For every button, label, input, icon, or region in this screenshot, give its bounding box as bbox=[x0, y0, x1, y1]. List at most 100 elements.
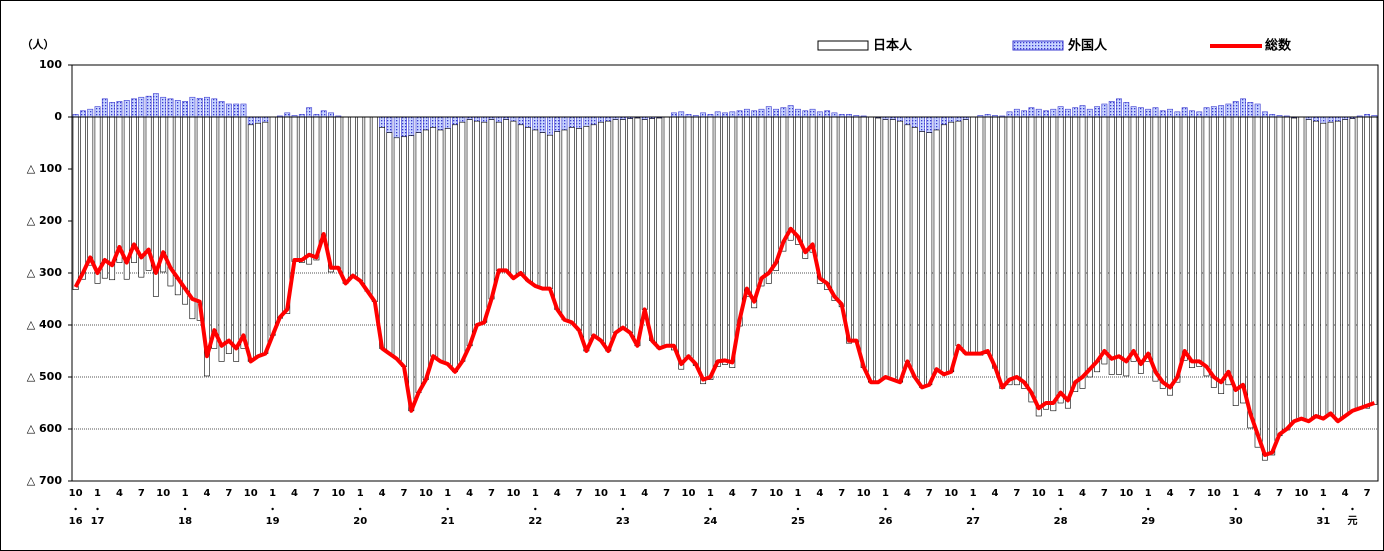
japanese-bar bbox=[379, 127, 386, 349]
separator-dot bbox=[1234, 507, 1237, 511]
foreign-bar bbox=[1203, 107, 1210, 118]
foreign-bar bbox=[87, 108, 94, 118]
x-tick-label: 7 bbox=[1013, 488, 1020, 499]
x-tick-label: 1 bbox=[1320, 488, 1327, 499]
foreign-bar bbox=[1334, 116, 1341, 122]
japanese-bar bbox=[320, 116, 327, 241]
foreign-bar bbox=[1130, 106, 1137, 118]
foreign-bar bbox=[751, 110, 758, 118]
foreign-bar bbox=[80, 110, 86, 118]
foreign-bar bbox=[145, 95, 152, 118]
japanese-bar bbox=[1043, 116, 1049, 410]
japanese-bar bbox=[1006, 116, 1013, 386]
foreign-bar bbox=[1225, 103, 1232, 118]
japanese-bar bbox=[1167, 116, 1173, 396]
foreign-bar bbox=[546, 116, 553, 136]
x-tick-label: 7 bbox=[838, 488, 845, 499]
foreign-bar bbox=[131, 98, 137, 118]
foreign-bar bbox=[1137, 107, 1144, 118]
japanese-bar bbox=[824, 116, 831, 290]
separator-dot bbox=[884, 507, 887, 511]
japanese-bar bbox=[1298, 116, 1305, 419]
japanese-bar bbox=[291, 116, 298, 262]
japanese-bar bbox=[371, 116, 378, 302]
foreign-bar bbox=[816, 111, 823, 118]
japanese-bar bbox=[437, 129, 444, 362]
x-tick-label: 4 bbox=[291, 488, 298, 499]
foreign-bar bbox=[568, 116, 575, 128]
japanese-bar bbox=[860, 116, 867, 368]
x-tick-label: 1 bbox=[269, 488, 276, 499]
japanese-bar bbox=[328, 116, 334, 273]
japanese-bar bbox=[364, 116, 371, 292]
x-tick-label: 4 bbox=[641, 488, 648, 499]
japanese-bar bbox=[707, 116, 714, 380]
foreign-bar bbox=[452, 116, 458, 126]
japanese-bar bbox=[481, 121, 488, 323]
japanese-bar bbox=[532, 129, 539, 287]
japanese-bar bbox=[1313, 120, 1319, 417]
foreign-bar bbox=[109, 102, 116, 118]
foreign-bar bbox=[240, 103, 247, 118]
japanese-bar bbox=[1181, 116, 1188, 361]
japanese-bar bbox=[795, 116, 801, 245]
japanese-bar bbox=[211, 116, 218, 349]
japanese-bar bbox=[751, 116, 758, 309]
foreign-bar bbox=[583, 116, 590, 127]
foreign-bar bbox=[1079, 105, 1086, 118]
japanese-bar bbox=[1145, 116, 1152, 362]
japanese-bar bbox=[948, 121, 955, 373]
japanese-bar bbox=[1283, 116, 1290, 431]
foreign-bar bbox=[437, 116, 444, 131]
separator-dot bbox=[971, 507, 975, 511]
japanese-bar bbox=[459, 121, 466, 362]
japanese-bar bbox=[685, 116, 692, 360]
japanese-bar bbox=[225, 116, 232, 354]
japanese-bar bbox=[1291, 117, 1298, 422]
japanese-bar bbox=[72, 116, 79, 290]
japanese-bar bbox=[612, 119, 619, 334]
japanese-bar bbox=[1218, 116, 1225, 394]
year-label: 20 bbox=[353, 516, 367, 527]
foreign-bar bbox=[386, 116, 393, 133]
x-tick-label: 4 bbox=[904, 488, 911, 499]
x-tick-label: 1 bbox=[794, 488, 801, 499]
japanese-bar bbox=[1050, 116, 1057, 412]
japanese-bar bbox=[955, 120, 962, 347]
foreign-bar bbox=[605, 116, 612, 122]
separator-dot bbox=[96, 507, 99, 511]
year-label: 29 bbox=[1141, 516, 1155, 527]
foreign-bar bbox=[911, 116, 918, 128]
foreign-bar bbox=[1145, 108, 1152, 118]
foreign-bar bbox=[393, 116, 400, 139]
foreign-bar bbox=[255, 116, 261, 124]
x-tick-label: 7 bbox=[751, 488, 758, 499]
japanese-bar bbox=[1240, 116, 1246, 404]
x-tick-label: 7 bbox=[926, 488, 933, 499]
japanese-bar bbox=[277, 116, 283, 319]
foreign-bar bbox=[1174, 111, 1181, 118]
foreign-bar bbox=[773, 108, 779, 118]
x-tick-label: 10 bbox=[419, 488, 433, 499]
japanese-bar bbox=[1349, 118, 1356, 412]
japanese-bar bbox=[999, 116, 1006, 389]
japanese-bar bbox=[897, 120, 904, 383]
japanese-bar bbox=[1305, 119, 1312, 422]
foreign-bar bbox=[795, 108, 801, 118]
japanese-bar bbox=[867, 116, 874, 383]
japanese-bar bbox=[196, 116, 203, 321]
x-tick-label: 10 bbox=[682, 488, 696, 499]
foreign-bar bbox=[495, 116, 502, 123]
japanese-bar bbox=[80, 116, 86, 280]
foreign-bar bbox=[189, 96, 196, 118]
foreign-bar bbox=[225, 103, 232, 118]
japanese-bar bbox=[247, 124, 254, 362]
foreign-bar bbox=[539, 116, 546, 133]
foreign-bar bbox=[182, 101, 189, 118]
foreign-bar bbox=[1072, 107, 1079, 118]
japanese-bar bbox=[306, 116, 313, 265]
foreign-bar bbox=[1254, 103, 1261, 118]
japanese-bar bbox=[1232, 116, 1239, 406]
x-tick-label: 7 bbox=[1101, 488, 1108, 499]
